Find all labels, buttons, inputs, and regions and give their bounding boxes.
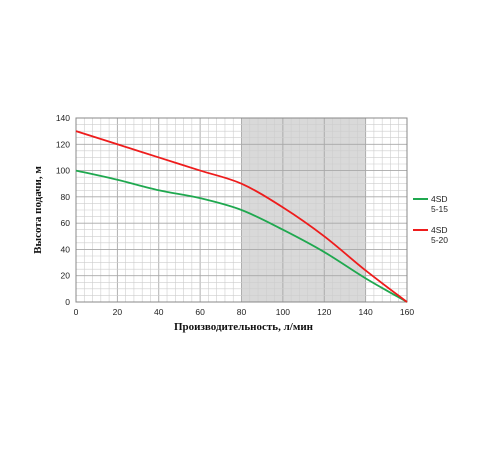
y-tick-label: 140 [56, 113, 70, 123]
legend-label-4sd-5-15-line1: 4SD [431, 194, 448, 204]
legend-label-4sd-5-20-line1: 4SD [431, 225, 448, 235]
x-axis-title: Производительность, л/мин [174, 321, 314, 333]
legend-label-4sd-5-15-line2: 5-15 [431, 204, 448, 214]
x-tick-label: 80 [237, 307, 247, 317]
x-tick-label: 120 [317, 307, 331, 317]
x-tick-label: 160 [400, 307, 414, 317]
x-tick-label: 60 [195, 307, 205, 317]
plot-frame [75, 117, 408, 303]
y-tick-label: 120 [56, 139, 70, 149]
x-tick-label: 40 [154, 307, 164, 317]
x-tick-label: 100 [276, 307, 290, 317]
legend-label-4sd-5-20-line2: 5-20 [431, 235, 448, 245]
x-tick-label: 20 [113, 307, 123, 317]
y-axis-title: Высота подачи, м [32, 166, 44, 254]
series-layer [75, 130, 408, 303]
series-line-4sd-5-15 [75, 169, 408, 303]
y-tick-label: 0 [65, 297, 70, 307]
y-tick-label: 80 [61, 192, 71, 202]
y-tick-label: 60 [61, 218, 71, 228]
y-tick-label: 100 [56, 166, 70, 176]
series-line-4sd-5-20 [75, 130, 408, 303]
x-tick-label: 140 [359, 307, 373, 317]
y-tick-label: 40 [61, 244, 71, 254]
y-tick-label: 20 [61, 271, 71, 281]
tick-labels: 0 20 40 60 80 100 120 140 160 0 20 40 60 80 100 120 140 [56, 113, 415, 317]
legend: 4SD 5-15 4SD 5-20 [413, 194, 448, 245]
x-tick-label: 0 [74, 307, 79, 317]
